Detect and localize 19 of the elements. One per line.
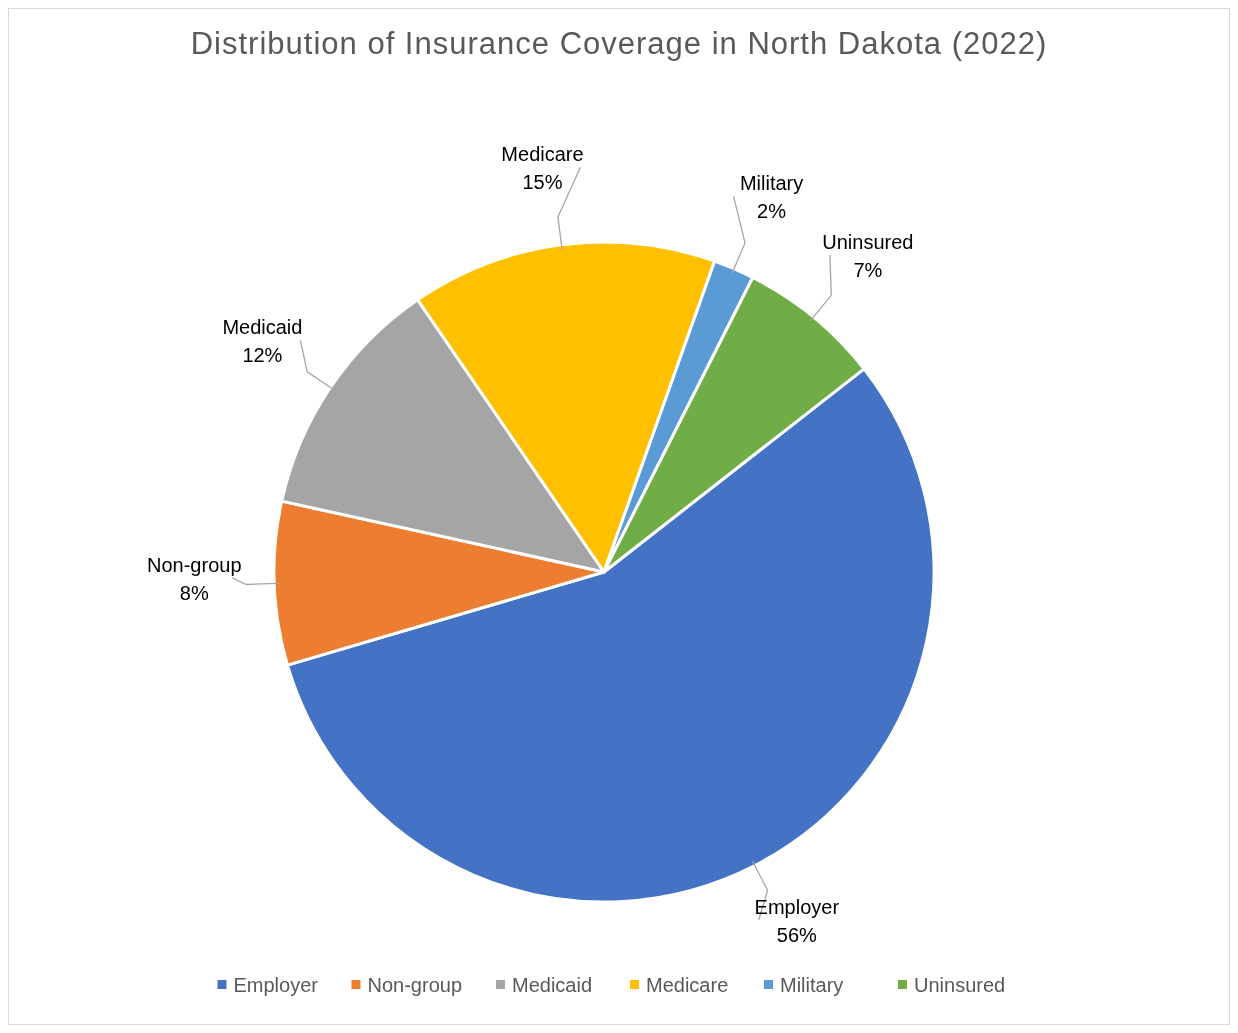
slice-label: Medicare xyxy=(501,143,584,166)
data-label: 2% xyxy=(757,200,787,223)
legend-label: Non-group xyxy=(367,974,463,996)
legend-label: Medicaid xyxy=(512,974,593,996)
data-label: 15% xyxy=(522,171,563,194)
slice-label: Uninsured xyxy=(822,230,914,253)
data-label: 8% xyxy=(179,581,209,604)
data-label: 56% xyxy=(776,923,818,946)
slice-label: Non-group xyxy=(146,553,242,576)
slice-label: Medicaid xyxy=(222,316,303,339)
chart-title: Distribution of Insurance Coverage in North Dakota (2022) xyxy=(190,26,1048,61)
slice-label: Military xyxy=(739,172,804,195)
legend-label: Employer xyxy=(233,974,319,996)
data-label: 7% xyxy=(853,258,883,281)
legend-label: Military xyxy=(780,974,844,996)
legend-label: Uninsured xyxy=(914,974,1006,996)
legend-label: Medicare xyxy=(646,974,729,996)
slice-label: Employer xyxy=(754,895,840,918)
data-label: 12% xyxy=(242,344,283,367)
